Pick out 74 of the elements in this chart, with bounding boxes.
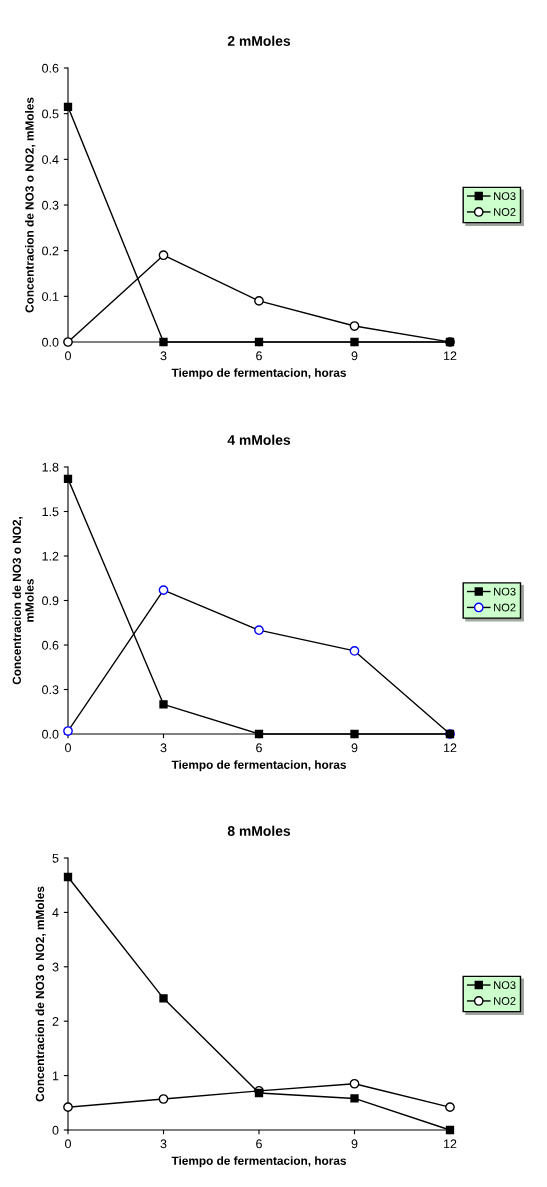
- y-tick-label: 0.4: [42, 155, 59, 164]
- y-tick-label: 0.5: [42, 109, 59, 119]
- point: [63, 1102, 73, 1113]
- point: [350, 337, 359, 347]
- y-tick-label: 0: [52, 1125, 59, 1135]
- x-tick-label: 9: [351, 743, 358, 753]
- point: [63, 726, 73, 736]
- legend-label: NO3: [494, 587, 516, 596]
- point: [350, 729, 359, 739]
- x-tick-label: 0: [65, 1139, 71, 1149]
- legend-label: NO3: [494, 981, 516, 990]
- point: [445, 1125, 455, 1135]
- point: [158, 250, 169, 261]
- x-tick-label: 6: [256, 743, 262, 753]
- legend-label: NO2: [494, 997, 516, 1005]
- point: [159, 700, 168, 709]
- y-tick-label: 1: [52, 1071, 59, 1081]
- y-axis-title: Concentracion de NO3 o NO2, mMoles: [12, 516, 34, 685]
- y-tick-label: 0.1: [42, 292, 59, 301]
- y-tick-label: 1.2: [42, 551, 59, 561]
- y-tick-label: 0.2: [42, 246, 59, 256]
- x-tick-label: 3: [160, 1139, 167, 1149]
- x-tick-label: 3: [160, 351, 167, 361]
- x-axis-title: Tiempo de fermentacion, horas: [171, 368, 346, 380]
- x-axis-title: Tiempo de fermentacion, horas: [171, 760, 346, 772]
- point: [445, 1102, 455, 1113]
- y-tick-label: 1.5: [42, 507, 59, 517]
- point: [63, 872, 73, 882]
- legend-label: NO2: [494, 603, 516, 612]
- point: [349, 1078, 360, 1089]
- y-axis-title: Concentracion de NO3 o NO2, mMoles: [35, 886, 46, 1102]
- x-tick-label: 12: [444, 743, 457, 753]
- point: [159, 337, 168, 347]
- point: [349, 646, 360, 656]
- x-axis-title: Tiempo de fermentacion, horas: [171, 1156, 346, 1168]
- x-tick-label: 6: [256, 351, 262, 361]
- y-tick-label: 0.0: [42, 337, 59, 347]
- y-tick-label: 1.8: [42, 462, 59, 472]
- point: [254, 625, 264, 636]
- legend-label: NO3: [494, 192, 516, 201]
- y-tick-label: 4: [52, 908, 59, 917]
- y-tick-label: 0.3: [42, 200, 59, 210]
- chart-title: 8 mMoles: [227, 825, 291, 836]
- chart-title: 2 mMoles: [227, 35, 291, 46]
- chart-title: 4 mMoles: [227, 434, 291, 445]
- y-tick-label: 0.3: [42, 685, 59, 695]
- x-tick-label: 12: [444, 1139, 457, 1149]
- x-tick-label: 0: [65, 351, 71, 361]
- point: [158, 1094, 169, 1104]
- y-tick-label: 2: [52, 1017, 59, 1026]
- y-tick-label: 0.6: [42, 640, 59, 650]
- point: [254, 729, 264, 739]
- point: [254, 337, 264, 347]
- y-tick-label: 0.6: [42, 63, 59, 73]
- x-tick-label: 3: [160, 743, 167, 753]
- legend-label: NO2: [494, 208, 516, 216]
- point: [63, 337, 73, 347]
- point: [63, 474, 73, 484]
- x-tick-label: 12: [444, 351, 457, 361]
- point: [349, 321, 360, 331]
- x-tick-label: 9: [351, 1139, 358, 1149]
- y-tick-label: 0.0: [42, 729, 59, 739]
- y-tick-label: 3: [52, 962, 59, 972]
- x-tick-label: 6: [256, 1139, 262, 1149]
- point: [158, 585, 169, 595]
- x-tick-label: 9: [351, 351, 358, 361]
- point: [63, 102, 73, 111]
- point: [159, 994, 168, 1003]
- point: [254, 296, 264, 306]
- y-axis-title: Concentracion de NO3 o NO2, mMoles: [25, 97, 36, 313]
- y-tick-label: 0.9: [42, 596, 59, 606]
- x-tick-label: 0: [65, 743, 71, 753]
- point: [350, 1094, 359, 1103]
- y-tick-label: 5: [52, 853, 59, 863]
